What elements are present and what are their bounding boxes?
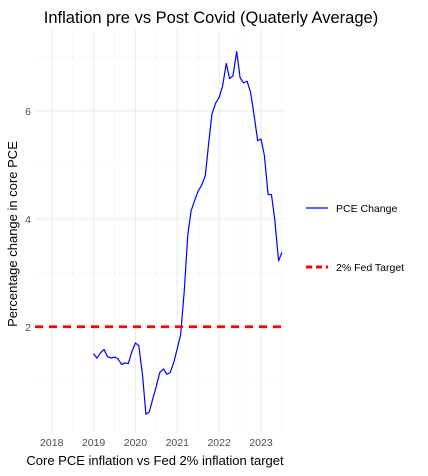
grid — [35, 30, 284, 432]
x-tick-label-2021: 2021 — [166, 437, 190, 449]
chart-title: Inflation pre vs Post Covid (Quaterly Av… — [44, 9, 378, 27]
x-tick-label-2020: 2020 — [124, 437, 148, 449]
series-layer — [35, 50, 284, 415]
legend: PCE Change 2% Fed Target — [306, 203, 404, 274]
x-tick-label-2023: 2023 — [249, 437, 273, 449]
y-tick-label-4: 4 — [25, 214, 31, 226]
legend-label-pce-change: PCE Change — [336, 203, 397, 215]
x-axis-label: Core PCE inflation vs Fed 2% inflation t… — [26, 453, 284, 468]
series-line-pce-change — [93, 50, 283, 415]
y-tick-label-2: 2 — [25, 322, 31, 334]
legend-label-fed-target: 2% Fed Target — [336, 262, 404, 274]
x-tick-label-2022: 2022 — [207, 437, 231, 449]
x-tick-label-2019: 2019 — [82, 437, 106, 449]
y-tick-label-6: 6 — [25, 106, 31, 118]
tick-labels: 2018 2019 2020 2021 2022 2023 2 4 6 — [25, 106, 273, 449]
x-tick-label-2018: 2018 — [40, 437, 64, 449]
y-axis-label: Percentage change in core PCE — [5, 141, 20, 327]
